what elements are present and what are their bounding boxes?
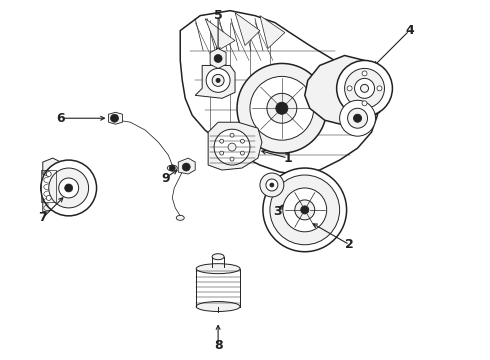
Text: 7: 7 xyxy=(38,211,47,224)
Circle shape xyxy=(65,184,73,192)
Circle shape xyxy=(270,183,274,187)
Ellipse shape xyxy=(167,165,177,171)
Circle shape xyxy=(46,171,51,176)
Circle shape xyxy=(214,54,222,62)
Polygon shape xyxy=(178,158,195,174)
Circle shape xyxy=(361,84,368,92)
Circle shape xyxy=(46,195,51,201)
Text: 9: 9 xyxy=(161,171,170,185)
Circle shape xyxy=(228,143,236,151)
Circle shape xyxy=(230,157,234,161)
Circle shape xyxy=(301,206,309,214)
Circle shape xyxy=(276,102,288,114)
Circle shape xyxy=(250,76,314,140)
Circle shape xyxy=(41,160,97,216)
Polygon shape xyxy=(180,11,377,175)
Circle shape xyxy=(283,188,327,232)
Circle shape xyxy=(169,165,175,171)
Circle shape xyxy=(237,63,327,153)
Ellipse shape xyxy=(176,215,184,220)
Text: 8: 8 xyxy=(214,339,222,352)
Circle shape xyxy=(266,179,278,191)
Circle shape xyxy=(220,139,224,143)
Text: 6: 6 xyxy=(56,112,65,125)
Polygon shape xyxy=(43,192,59,212)
Circle shape xyxy=(377,86,382,91)
Text: 1: 1 xyxy=(283,152,292,165)
Circle shape xyxy=(111,114,119,122)
Circle shape xyxy=(344,68,385,108)
Circle shape xyxy=(212,75,224,86)
Circle shape xyxy=(347,86,352,91)
Circle shape xyxy=(263,168,346,252)
Circle shape xyxy=(267,93,297,123)
Polygon shape xyxy=(43,158,61,176)
Circle shape xyxy=(337,60,392,116)
Circle shape xyxy=(355,78,374,98)
Circle shape xyxy=(340,100,375,136)
Circle shape xyxy=(362,101,367,106)
Circle shape xyxy=(182,163,190,171)
Circle shape xyxy=(260,173,284,197)
Polygon shape xyxy=(260,15,285,49)
Circle shape xyxy=(347,108,368,128)
Circle shape xyxy=(230,133,234,137)
Circle shape xyxy=(49,168,89,208)
Circle shape xyxy=(220,151,224,155)
Circle shape xyxy=(216,78,220,82)
Polygon shape xyxy=(205,19,235,50)
Circle shape xyxy=(354,114,362,122)
Ellipse shape xyxy=(196,302,240,311)
Text: 2: 2 xyxy=(345,238,354,251)
Ellipse shape xyxy=(212,254,224,260)
Circle shape xyxy=(270,175,340,245)
Polygon shape xyxy=(210,49,226,68)
Circle shape xyxy=(59,178,78,198)
Text: 4: 4 xyxy=(405,24,414,37)
Polygon shape xyxy=(195,66,235,98)
Circle shape xyxy=(241,139,245,143)
Polygon shape xyxy=(235,13,260,45)
Circle shape xyxy=(214,129,250,165)
Text: 3: 3 xyxy=(273,205,282,219)
Circle shape xyxy=(241,151,245,155)
Polygon shape xyxy=(108,112,122,124)
Circle shape xyxy=(295,200,315,220)
Circle shape xyxy=(206,68,230,92)
Polygon shape xyxy=(305,55,388,125)
Polygon shape xyxy=(208,122,262,170)
Ellipse shape xyxy=(196,264,240,274)
Text: 5: 5 xyxy=(214,9,222,22)
Circle shape xyxy=(362,71,367,76)
Ellipse shape xyxy=(214,54,222,58)
